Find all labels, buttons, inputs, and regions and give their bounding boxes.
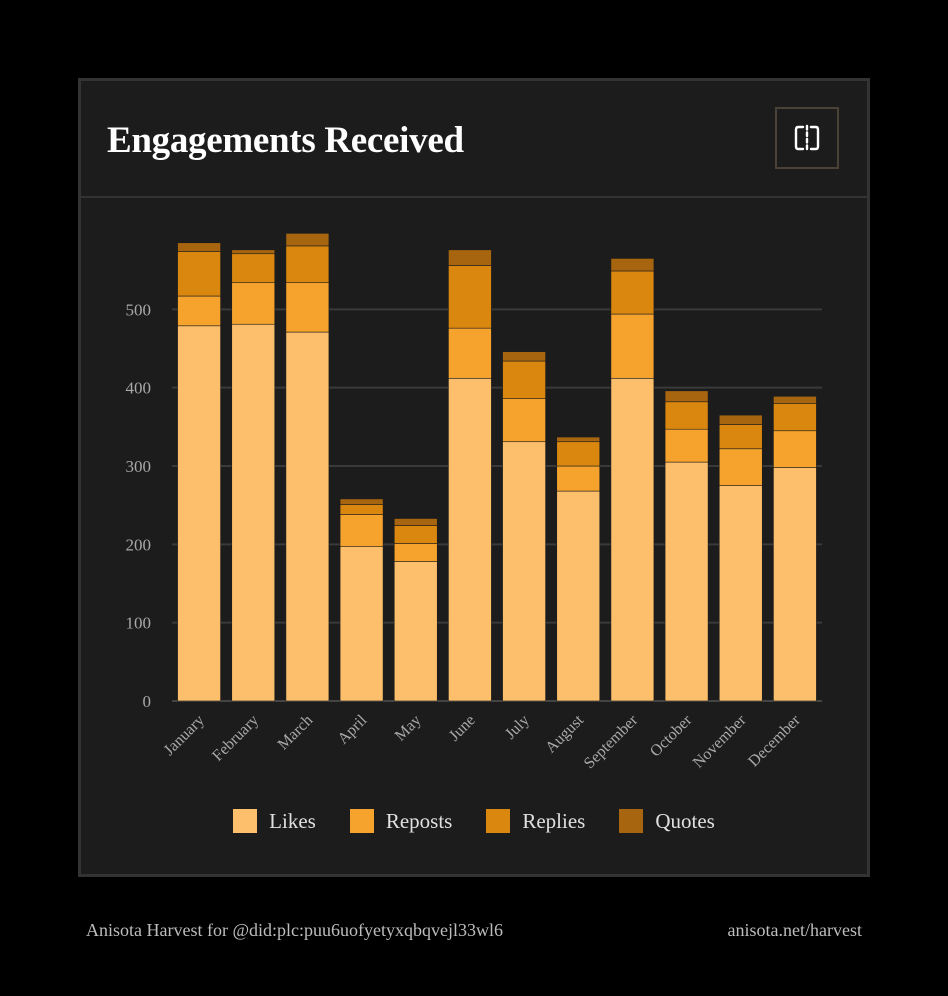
- card-header: Engagements Received: [81, 81, 867, 198]
- stacked-bar-chart: 0 100 200 300 400 500 January February March Apr…: [126, 233, 822, 772]
- chart-title: Engagements Received: [107, 120, 464, 161]
- legend-item-quotes[interactable]: Quotes: [619, 809, 715, 834]
- bar-segment-likes[interactable]: [448, 377, 492, 702]
- bar-segment-quotes[interactable]: [231, 249, 276, 255]
- y-tick-label: 500: [126, 300, 152, 319]
- bar-segment-replies[interactable]: [502, 360, 546, 399]
- bar-segment-quotes[interactable]: [664, 390, 709, 403]
- legend-item-likes[interactable]: Likes: [233, 809, 316, 834]
- bar-segment-likes[interactable]: [718, 485, 763, 702]
- bar-segment-reposts[interactable]: [556, 465, 601, 492]
- x-tick-label: January: [161, 712, 208, 759]
- bar-segment-reposts[interactable]: [285, 282, 330, 333]
- bar-segment-replies[interactable]: [718, 424, 763, 450]
- bar-segment-likes[interactable]: [285, 331, 330, 702]
- bar-segment-replies[interactable]: [664, 401, 709, 430]
- x-tick-label: September: [581, 711, 642, 772]
- x-tick-label: October: [647, 711, 696, 760]
- bar-segment-reposts[interactable]: [718, 448, 763, 486]
- bar-segment-likes[interactable]: [339, 546, 384, 702]
- y-tick-label: 100: [126, 614, 152, 633]
- bar-segment-reposts[interactable]: [773, 430, 817, 468]
- bar-segment-replies[interactable]: [610, 270, 655, 315]
- x-tick-label: August: [542, 711, 587, 756]
- bar-segment-reposts[interactable]: [339, 514, 384, 547]
- legend-swatch: [233, 809, 258, 833]
- chart-legend: Likes Reposts Replies Quotes: [81, 806, 867, 836]
- bar-segment-reposts[interactable]: [393, 543, 438, 562]
- bar-segment-reposts[interactable]: [448, 327, 492, 379]
- split-view-button[interactable]: [775, 107, 839, 169]
- bar-segment-quotes[interactable]: [718, 414, 763, 425]
- x-tick-label: June: [446, 712, 479, 745]
- x-tick-label: February: [209, 712, 262, 765]
- y-tick-label: 0: [143, 692, 152, 711]
- legend-label: Reposts: [385, 808, 453, 833]
- bar-segment-likes[interactable]: [664, 461, 709, 702]
- y-tick-label: 200: [126, 535, 152, 554]
- x-tick-label: November: [690, 711, 750, 771]
- bar-segment-quotes[interactable]: [285, 233, 330, 247]
- bar-segment-quotes[interactable]: [339, 498, 384, 505]
- x-tick-label: July: [502, 712, 533, 743]
- bar-segment-likes[interactable]: [773, 467, 817, 702]
- chart-card: Engagements Received 0 100 200 300 400 500 Ja…: [78, 78, 870, 877]
- bar-segment-likes[interactable]: [610, 377, 655, 702]
- bar-segment-reposts[interactable]: [664, 428, 709, 463]
- grid-lines: [172, 308, 822, 702]
- legend-swatch: [486, 809, 511, 833]
- y-axis-ticks: 0 100 200 300 400 500: [126, 300, 152, 711]
- bar-segment-replies[interactable]: [393, 525, 438, 544]
- bar-segment-reposts[interactable]: [502, 398, 546, 443]
- footer-link[interactable]: anisota.net/harvest: [727, 920, 862, 940]
- legend-swatch: [619, 809, 644, 833]
- x-tick-label: December: [745, 711, 804, 770]
- y-tick-label: 400: [126, 379, 152, 398]
- footer-attribution: Anisota Harvest for @did:plc:puu6uofyety…: [86, 920, 504, 940]
- x-tick-label: March: [275, 712, 317, 754]
- x-axis-ticks: January February March April May June July Augu…: [161, 711, 805, 772]
- bar-segment-quotes[interactable]: [556, 436, 601, 443]
- bar-segment-replies[interactable]: [177, 251, 221, 297]
- bar-segment-replies[interactable]: [231, 253, 276, 284]
- legend-item-replies[interactable]: Replies: [486, 809, 585, 834]
- bar-segment-likes[interactable]: [556, 490, 601, 702]
- bar-segment-quotes[interactable]: [773, 395, 817, 404]
- bar-segment-reposts[interactable]: [177, 295, 221, 327]
- bar-segment-reposts[interactable]: [231, 282, 276, 325]
- bar-segment-quotes[interactable]: [448, 249, 492, 266]
- bar-segment-quotes[interactable]: [610, 258, 655, 272]
- bar-segment-likes[interactable]: [393, 561, 438, 702]
- x-tick-label: April: [335, 711, 371, 747]
- bar-segment-replies[interactable]: [556, 441, 601, 467]
- legend-label: Likes: [269, 808, 316, 833]
- bar-segment-replies[interactable]: [339, 504, 384, 515]
- bars: [177, 233, 817, 702]
- bar-segment-likes[interactable]: [177, 325, 221, 702]
- bar-segment-replies[interactable]: [773, 403, 817, 432]
- legend-item-reposts[interactable]: Reposts: [349, 808, 453, 834]
- legend-swatch: [349, 809, 374, 833]
- x-tick-label: May: [392, 712, 425, 745]
- bar-segment-replies[interactable]: [448, 265, 492, 329]
- y-tick-label: 300: [126, 457, 152, 476]
- bar-segment-quotes[interactable]: [502, 351, 546, 362]
- bar-segment-quotes[interactable]: [393, 518, 438, 526]
- bar-segment-replies[interactable]: [285, 245, 330, 284]
- legend-label: Quotes: [655, 808, 715, 833]
- split-view-icon: [794, 124, 820, 152]
- bar-segment-likes[interactable]: [502, 441, 546, 702]
- bar-segment-likes[interactable]: [231, 323, 276, 702]
- legend-label: Replies: [522, 808, 586, 833]
- bar-segment-quotes[interactable]: [177, 242, 221, 252]
- bar-segment-reposts[interactable]: [610, 313, 655, 379]
